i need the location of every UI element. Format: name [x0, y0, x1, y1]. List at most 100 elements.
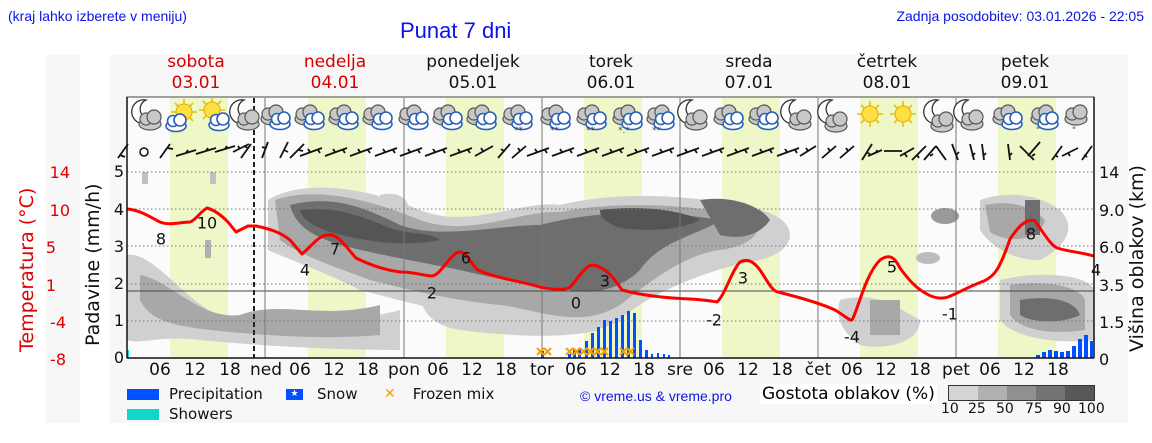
- frozen-mix-icon: ✕: [384, 386, 396, 402]
- x-tick: 12: [184, 360, 206, 380]
- legend-frozen-mix: ✕ Frozen mix: [384, 385, 495, 403]
- precip-tick: 1: [113, 311, 124, 330]
- x-tick: 12: [1013, 360, 1035, 380]
- temp-value: -4: [844, 327, 860, 347]
- location-hint: (kraj lahko izberete v meniju): [8, 8, 187, 24]
- x-tick: 12: [737, 360, 759, 380]
- temp-value: 7: [329, 239, 341, 259]
- x-tick: 12: [323, 360, 345, 380]
- density-tick: 75: [1025, 401, 1043, 417]
- x-tick: čet: [804, 360, 832, 380]
- page-title: Punat 7 dni: [400, 18, 512, 43]
- temperature-axis-label: Temperatura (°C): [16, 187, 38, 352]
- temp-value: 8: [155, 229, 167, 249]
- copyright-link[interactable]: © vreme.us & vreme.pro: [580, 388, 732, 404]
- snow-star-icon: ★: [286, 388, 303, 400]
- x-tick: 06: [703, 360, 725, 380]
- x-tick: 18: [357, 360, 379, 380]
- temp-value: 5: [886, 257, 898, 277]
- temp-value: 3: [599, 271, 611, 291]
- x-tick: 06: [979, 360, 1001, 380]
- temp-value: 6: [460, 248, 472, 268]
- svg-text:**: **: [586, 126, 596, 136]
- x-tick: 06: [841, 360, 863, 380]
- day-header-tue: torek 06.01: [586, 52, 636, 93]
- temp-tick: 1: [45, 276, 56, 295]
- precip-tick: 5: [113, 162, 124, 181]
- x-tick: pet: [942, 360, 970, 380]
- temp-value: 4: [1090, 260, 1102, 280]
- svg-text:**: **: [652, 126, 662, 136]
- day-header-mon: ponedeljek 05.01: [426, 52, 520, 93]
- legend-precipitation: Precipitation: [127, 385, 263, 403]
- day-header-sat: sobota 03.01: [167, 52, 225, 93]
- temp-value: 0: [570, 293, 582, 313]
- cloud-height-tick: 3.5: [1099, 276, 1125, 295]
- temp-tick: 5: [45, 238, 56, 257]
- density-tick: 90: [1053, 401, 1071, 417]
- precip-tick: 0: [113, 348, 124, 367]
- day-header-fri: petek 09.01: [1000, 52, 1050, 93]
- frozen-mix-markers: [536, 347, 635, 356]
- density-tick: 50: [996, 401, 1014, 417]
- showers-swatch: [127, 408, 159, 420]
- temp-tick: 14: [49, 163, 70, 182]
- x-tick: 18: [219, 360, 241, 380]
- cloud-density-scale: [948, 385, 1095, 401]
- cloud-density-label: Gostota oblakov (%): [760, 384, 937, 404]
- wind-barbs-row: [117, 141, 1093, 161]
- temp-tick: -8: [50, 350, 66, 369]
- x-tick: 18: [909, 360, 931, 380]
- x-tick: 12: [599, 360, 621, 380]
- day-header-thu: četrtek 08.01: [856, 52, 918, 93]
- x-tick: 06: [427, 360, 449, 380]
- x-tick: tor: [529, 360, 555, 380]
- temp-value: 2: [426, 283, 438, 303]
- precip-axis-label: Padavine (mm/h): [82, 183, 104, 346]
- x-tick: 06: [149, 360, 171, 380]
- temp-value: 3: [737, 268, 749, 288]
- x-tick: 06: [289, 360, 311, 380]
- cloud-height-tick: 14: [1099, 163, 1120, 182]
- legend-showers: Showers: [127, 405, 233, 423]
- density-tick: 25: [968, 401, 986, 417]
- x-tick: 18: [1047, 360, 1069, 380]
- temp-tick: -4: [50, 313, 66, 332]
- svg-text:*.*: *.*: [618, 126, 630, 136]
- cloud-height-tick: 1.5: [1099, 313, 1125, 332]
- precip-tick: 4: [113, 200, 124, 219]
- x-tick: 12: [875, 360, 897, 380]
- precip-tick: 3: [113, 237, 124, 256]
- last-updated: Zadnja posodobitev: 03.01.2026 - 22:05: [896, 8, 1144, 24]
- temp-tick: 10: [49, 201, 70, 220]
- svg-text:**: **: [514, 126, 524, 136]
- cloud-height-axis-label: Višina oblakov (km): [1126, 165, 1148, 352]
- temp-value: -1: [942, 304, 958, 324]
- x-tick: ned: [249, 360, 283, 380]
- cloud-height-tick: 0: [1099, 350, 1110, 369]
- temperature-axis-panel: [46, 55, 80, 423]
- day-header-wed: sreda 07.01: [724, 52, 774, 93]
- x-tick: sre: [667, 360, 693, 380]
- x-tick: 18: [633, 360, 655, 380]
- density-tick: 10: [941, 401, 959, 417]
- x-tick: pon: [388, 360, 420, 380]
- precipitation-swatch: [127, 388, 159, 400]
- svg-text:**: **: [550, 126, 560, 136]
- svg-text:": ": [1072, 126, 1076, 136]
- temp-value: 4: [299, 260, 311, 280]
- temp-value: -2: [706, 310, 722, 330]
- x-tick: 18: [771, 360, 793, 380]
- precip-tick: 2: [113, 274, 124, 293]
- x-tick: 06: [565, 360, 587, 380]
- temp-value: 8: [1025, 224, 1037, 244]
- precipitation-bars: [541, 311, 1093, 358]
- density-tick: 100: [1078, 401, 1105, 417]
- temperature-line: [126, 206, 1095, 322]
- day-header-sun: nedelja 04.01: [303, 52, 367, 93]
- temp-value: 10: [196, 213, 218, 233]
- cloud-height-tick: 9.0: [1099, 201, 1125, 220]
- cloud-height-tick: 6.0: [1099, 238, 1125, 257]
- x-tick: 12: [461, 360, 483, 380]
